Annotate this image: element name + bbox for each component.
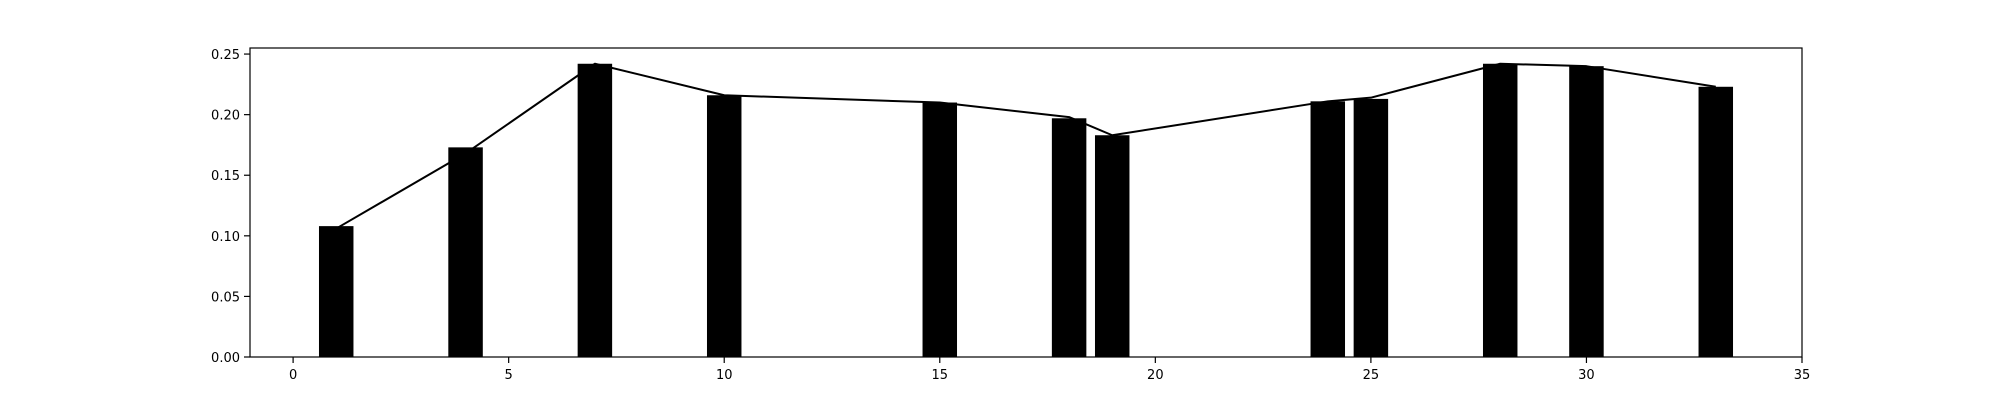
bar-24 — [1310, 101, 1346, 357]
line-layer — [335, 62, 1716, 230]
x-tick-label: 10 — [716, 368, 733, 383]
x-tick-label: 15 — [932, 368, 949, 383]
y-tick-label: 0.20 — [211, 109, 240, 124]
x-tick-label: 0 — [289, 368, 297, 383]
y-tick-label: 0.00 — [211, 351, 240, 366]
bar-4 — [448, 147, 483, 357]
y-tick-label: 0.15 — [211, 169, 240, 184]
y-tick-label: 0.05 — [211, 290, 240, 305]
bar-10 — [706, 95, 742, 358]
plot-frame — [249, 47, 1803, 358]
bar-19 — [1094, 135, 1130, 357]
x-tick-label: 30 — [1578, 368, 1595, 383]
x-tick-label: 35 — [1794, 368, 1811, 383]
bar-1 — [318, 226, 354, 357]
series-line — [335, 62, 1716, 230]
bar-28 — [1482, 63, 1518, 358]
axes-layer — [249, 47, 1803, 358]
x-tick-label: 5 — [505, 368, 513, 383]
bar-7 — [577, 63, 613, 358]
y-tick-label: 0.10 — [211, 230, 240, 245]
bar-15 — [922, 102, 958, 357]
x-tick-label: 25 — [1363, 368, 1380, 383]
bar-18 — [1051, 118, 1087, 358]
bar-33 — [1698, 86, 1734, 357]
bar-30 — [1569, 66, 1604, 358]
y-tick-label: 0.25 — [211, 48, 240, 63]
bars-layer — [318, 63, 1734, 358]
x-tick-label: 20 — [1147, 368, 1164, 383]
ticks-layer: 0 5 10 15 20 25 30 35 0.00 0.05 0.10 0.15 0.20 0.25 — [211, 48, 1810, 383]
bar-25 — [1353, 98, 1389, 358]
